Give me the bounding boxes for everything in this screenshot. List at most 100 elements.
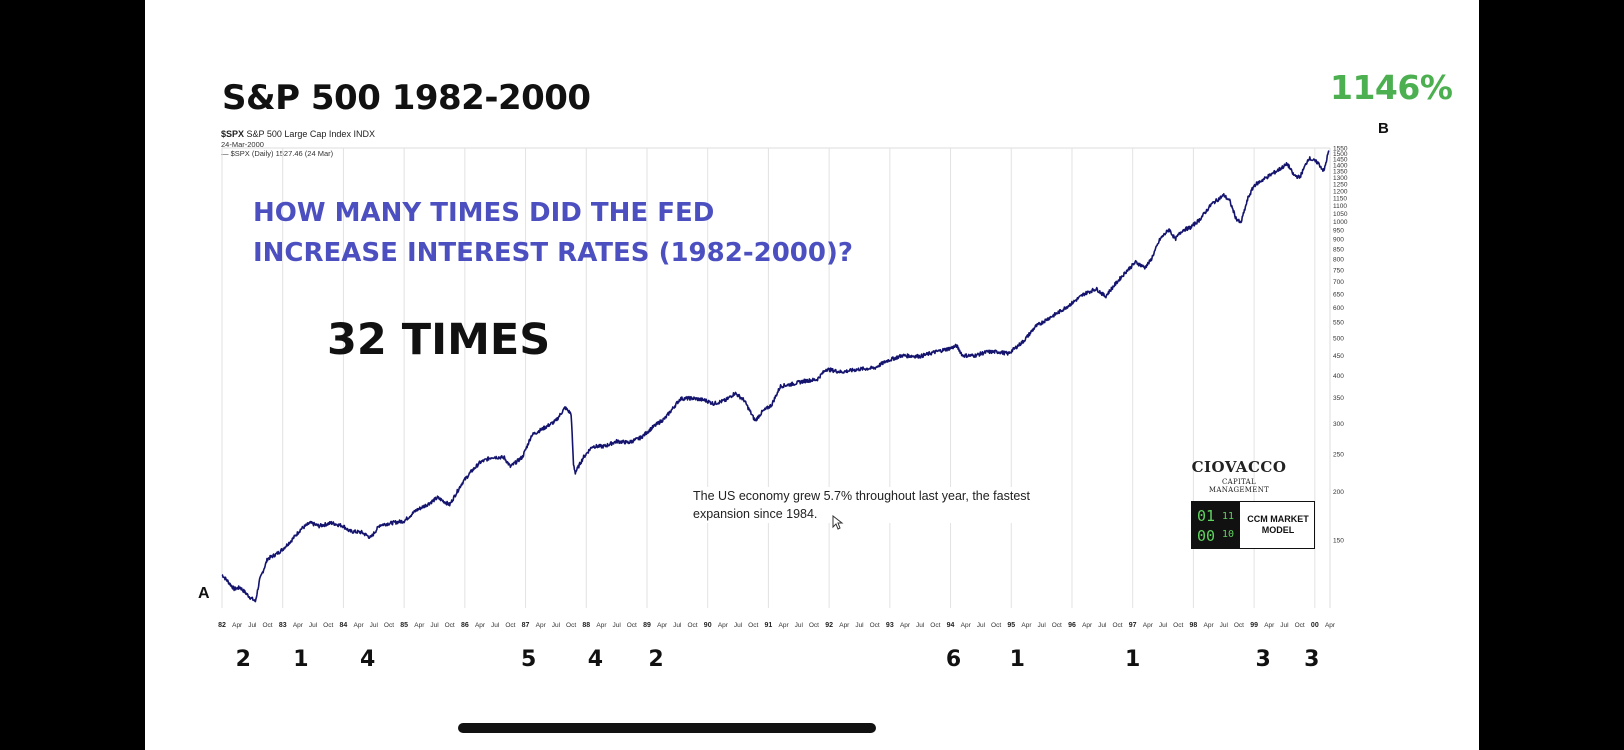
y-tick-label: 1200 (1333, 188, 1348, 195)
ccm-market-model-badge: 01 11 00 10 CCM MARKET MODEL (1191, 501, 1315, 549)
line-chart: 1502002503003504004505005506006507007508… (218, 146, 1348, 673)
y-tick-label: 700 (1333, 279, 1344, 286)
answer-text: 32 TIMES (327, 315, 551, 365)
x-year-label: 88 (582, 622, 590, 629)
x-month-label: Oct (505, 622, 515, 629)
x-month-label: Apr (293, 622, 304, 629)
x-month-label: Oct (384, 622, 394, 629)
x-month-label: Oct (748, 622, 758, 629)
y-tick-label: 750 (1333, 267, 1344, 274)
x-month-label: Apr (596, 622, 607, 629)
y-tick-label: 1350 (1333, 169, 1348, 176)
x-month-label: Apr (536, 622, 547, 629)
y-tick-label: 150 (1333, 537, 1344, 544)
x-month-label: Apr (1264, 622, 1275, 629)
mouse-cursor-icon (832, 515, 844, 530)
brand-logo: CIOVACCO CAPITAL MANAGEMENT (1191, 458, 1287, 494)
chart-title: S&P 500 1982-2000 (222, 78, 591, 118)
binary-digits: 01 (1197, 507, 1216, 525)
x-month-label: Jul (248, 622, 257, 629)
news-snippet: The US economy grew 5.7% throughout last… (693, 487, 1043, 523)
y-tick-label: 1050 (1333, 211, 1348, 218)
y-tick-label: 300 (1333, 421, 1344, 428)
x-month-label: Jul (673, 622, 682, 629)
y-tick-label: 1550 (1333, 146, 1348, 153)
x-month-label: Jul (795, 622, 804, 629)
x-month-label: Jul (855, 622, 864, 629)
y-tick-label: 1500 (1333, 151, 1348, 158)
x-month-label: Apr (475, 622, 486, 629)
x-month-label: Apr (354, 622, 365, 629)
rate-hike-count: 3 (1256, 647, 1271, 672)
y-tick-label: 1400 (1333, 163, 1348, 170)
y-tick-label: 950 (1333, 228, 1344, 235)
question-line-1: HOW MANY TIMES DID THE FED (253, 198, 715, 228)
symbol: $SPX (221, 129, 245, 139)
start-marker-label: A (198, 585, 210, 602)
spx-daily-line (221, 150, 1330, 603)
x-year-label: 94 (947, 622, 955, 629)
x-year-label: 84 (340, 622, 348, 629)
home-indicator[interactable] (458, 723, 876, 733)
x-month-label: Jul (1220, 622, 1229, 629)
x-year-label: 00 (1311, 622, 1319, 629)
y-tick-label: 800 (1333, 257, 1344, 264)
y-tick-label: 200 (1333, 489, 1344, 496)
rate-hike-count: 4 (588, 647, 603, 672)
model-label: CCM MARKET MODEL (1247, 514, 1309, 535)
rate-hike-count: 1 (293, 647, 308, 672)
x-month-label: Apr (232, 622, 243, 629)
rate-hike-count: 4 (360, 647, 375, 672)
y-tick-label: 1300 (1333, 175, 1348, 182)
x-month-label: Apr (1325, 622, 1336, 629)
y-tick-label: 450 (1333, 353, 1344, 360)
x-year-label: 85 (400, 622, 408, 629)
x-year-label: 86 (461, 622, 469, 629)
x-month-label: Oct (930, 622, 940, 629)
rate-hike-count: 3 (1304, 647, 1319, 672)
rate-hike-count: 2 (236, 647, 251, 672)
x-month-label: Jul (1037, 622, 1046, 629)
rate-hike-count: 1 (1125, 647, 1140, 672)
rate-hike-count: 2 (648, 647, 663, 672)
x-year-label: 83 (279, 622, 287, 629)
y-tick-label: 1100 (1333, 203, 1347, 210)
x-month-label: Jul (552, 622, 561, 629)
x-year-label: 98 (1189, 622, 1197, 629)
x-month-label: Oct (627, 622, 637, 629)
x-year-label: 95 (1007, 622, 1015, 629)
x-month-label: Jul (1159, 622, 1168, 629)
y-tick-label: 250 (1333, 452, 1344, 459)
x-month-label: Jul (309, 622, 318, 629)
x-year-label: 96 (1068, 622, 1076, 629)
y-tick-label: 400 (1333, 373, 1344, 380)
rate-hike-counts: 2 1 4 5 4 2 6 1 1 3 3 (236, 647, 1320, 672)
chart-legend: — $SPX (Daily) 1527.46 (24 Mar) (221, 149, 334, 158)
brand-subtitle: CAPITAL MANAGEMENT (1208, 478, 1270, 494)
x-month-label: Oct (1234, 622, 1244, 629)
x-month-label: Oct (323, 622, 333, 629)
y-tick-label: 650 (1333, 291, 1344, 298)
x-month-label: Jul (916, 622, 925, 629)
x-year-label: 97 (1129, 622, 1137, 629)
y-tick-label: 900 (1333, 237, 1344, 244)
x-month-label: Oct (1173, 622, 1183, 629)
x-month-label: Jul (1280, 622, 1289, 629)
price-series (221, 150, 1330, 603)
question-line-2: INCREASE INTEREST RATES (1982-2000)? (253, 238, 853, 268)
rate-hike-count: 6 (946, 647, 961, 672)
x-axis-ticks: 82 Apr Jul Oct 83 Apr Jul Oct 84 Apr Jul Oct 85 Apr Ju… (218, 622, 1336, 629)
question-text: HOW MANY TIMES DID THE FED INCREASE INTE… (253, 193, 853, 273)
x-month-label: Apr (961, 622, 972, 629)
x-year-label: 82 (218, 622, 226, 629)
y-tick-label: 600 (1333, 305, 1344, 312)
x-year-label: 93 (886, 622, 894, 629)
x-month-label: Apr (779, 622, 790, 629)
x-year-label: 99 (1250, 622, 1258, 629)
x-month-label: Jul (977, 622, 986, 629)
y-tick-label: 1450 (1333, 157, 1348, 164)
x-month-label: Apr (1021, 622, 1032, 629)
x-month-label: Apr (1143, 622, 1154, 629)
x-month-label: Apr (900, 622, 911, 629)
rate-hike-count: 1 (1010, 647, 1025, 672)
